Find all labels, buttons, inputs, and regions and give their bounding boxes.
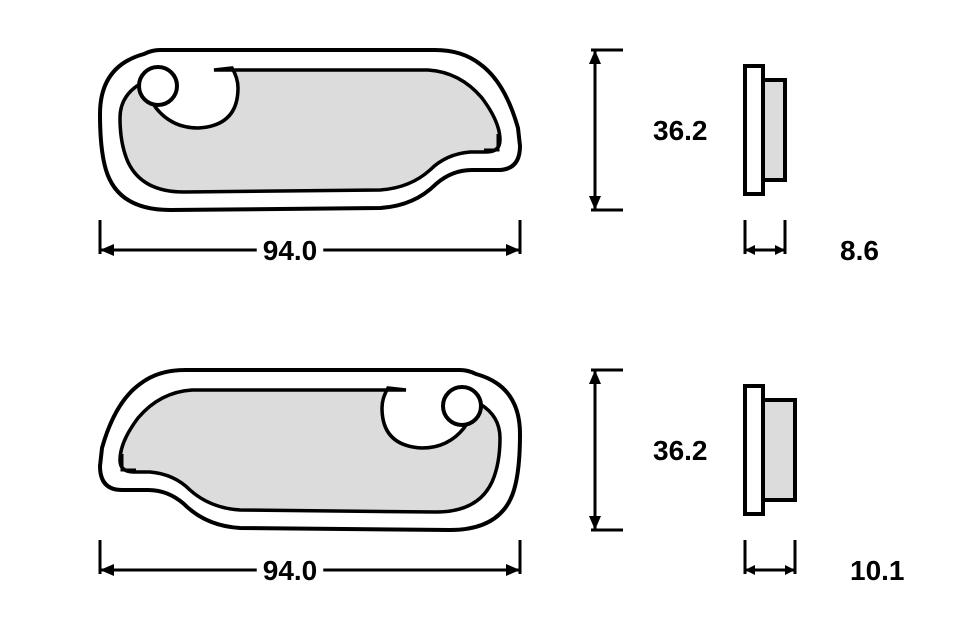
dimension-label: 10.1 [850,555,905,586]
brake-pad-top-face [100,50,520,210]
dimension-label: 8.6 [840,235,879,266]
dimension-label: 94.0 [263,235,318,266]
pad-backing-plate-profile [745,66,763,194]
brake-pad-spec-diagram: 94.0 36.2 8.6 94.0 36.2 10.1 [0,0,960,640]
dimension-label: 36.2 [653,435,708,466]
dimension-label: 36.2 [653,115,708,146]
brake-pad-bottom-face [100,370,520,530]
pad-friction-profile [763,400,795,500]
pad-backing-plate-profile [745,386,763,514]
dimension-label: 94.0 [263,555,318,586]
pad-friction-profile [763,80,785,180]
